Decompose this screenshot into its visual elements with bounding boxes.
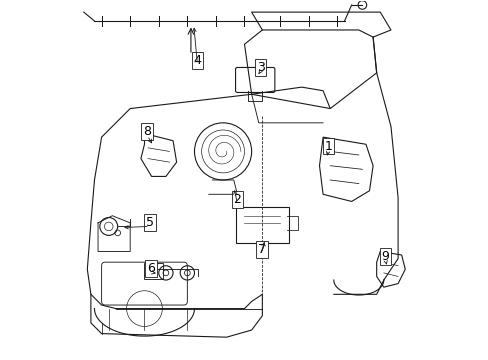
- Text: 4: 4: [193, 54, 201, 67]
- Text: 9: 9: [381, 250, 389, 263]
- Text: 6: 6: [147, 262, 155, 275]
- Text: 2: 2: [233, 193, 241, 206]
- Text: 7: 7: [257, 243, 265, 256]
- Text: 3: 3: [256, 61, 264, 74]
- Text: 1: 1: [324, 140, 332, 153]
- Text: 5: 5: [145, 216, 154, 229]
- Text: 8: 8: [143, 125, 151, 138]
